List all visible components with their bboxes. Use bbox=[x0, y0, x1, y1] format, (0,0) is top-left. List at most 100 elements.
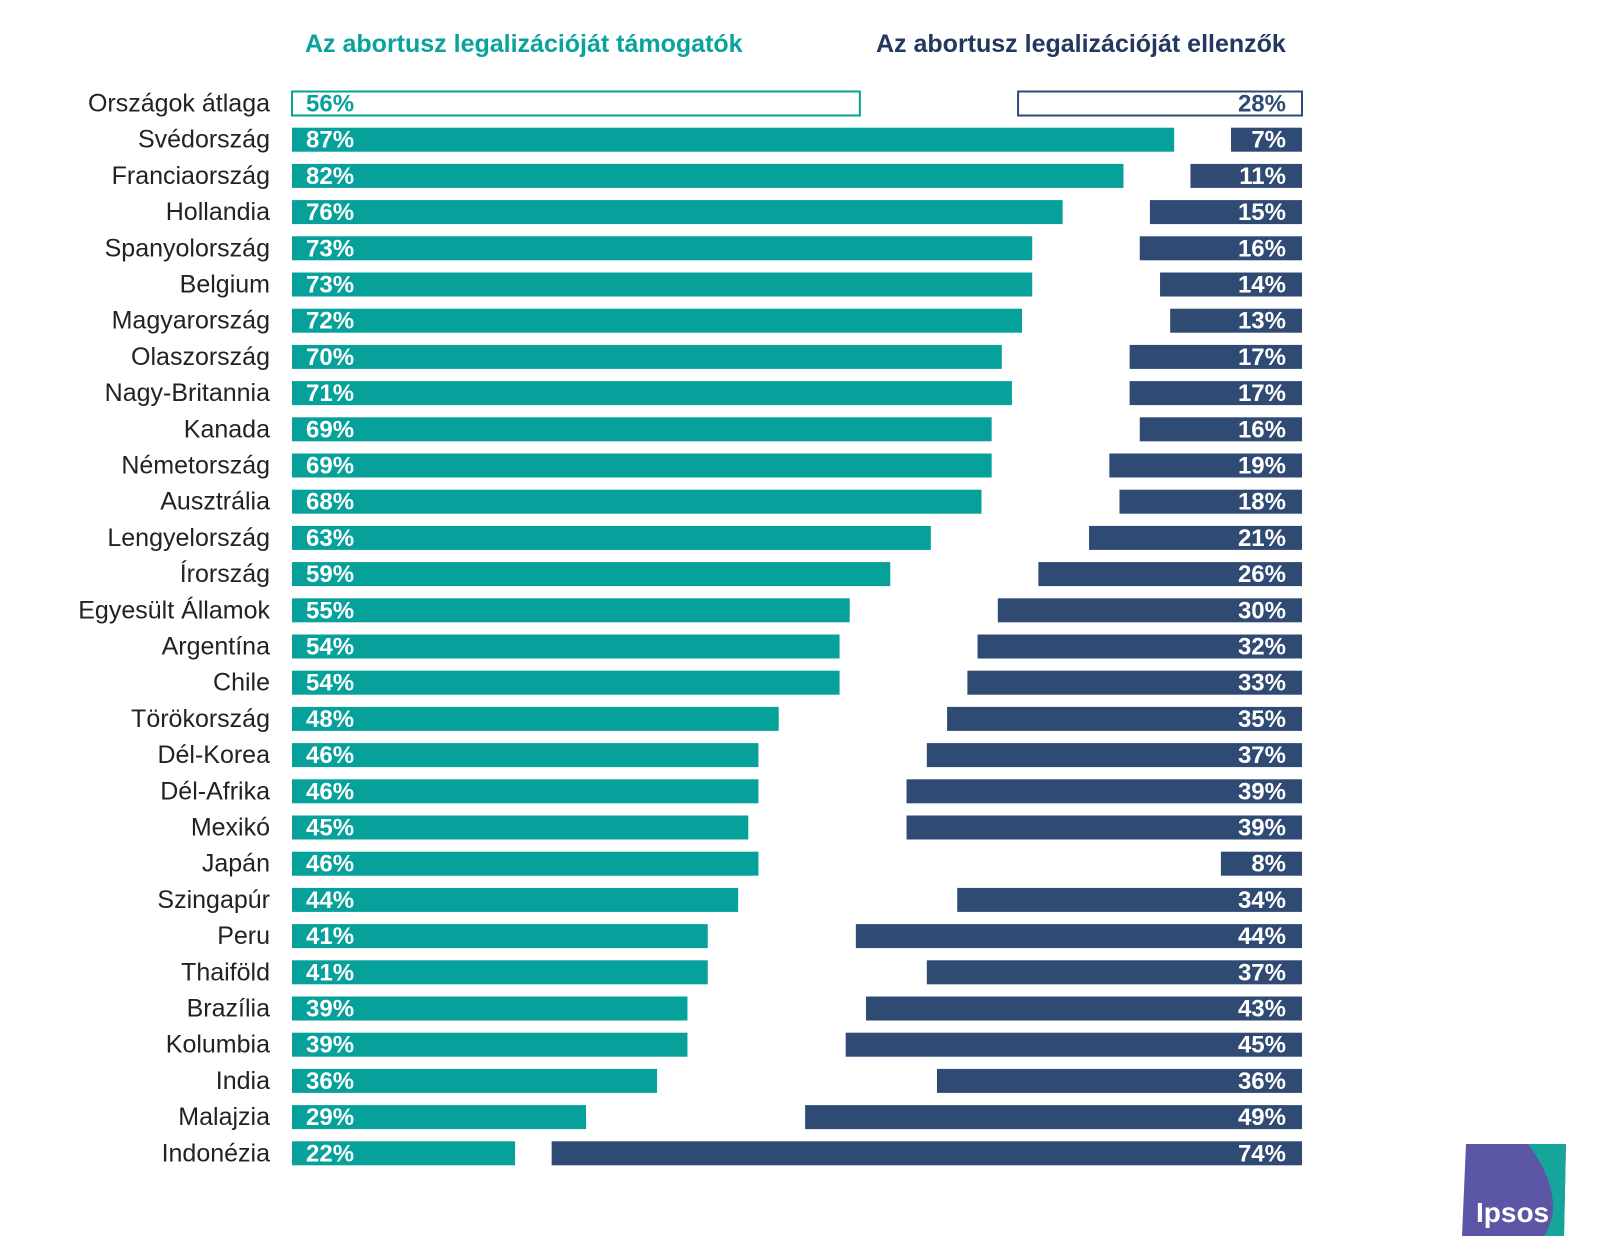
support-value-label: 56% bbox=[306, 91, 354, 118]
oppose-value-label: 39% bbox=[1238, 778, 1286, 805]
support-value-label: 69% bbox=[306, 453, 354, 480]
oppose-bar bbox=[1231, 127, 1302, 152]
country-label: Magyarország bbox=[112, 307, 270, 335]
support-value-label: 46% bbox=[306, 778, 354, 805]
oppose-value-label: 39% bbox=[1238, 815, 1286, 842]
support-bar bbox=[292, 706, 779, 731]
oppose-bar bbox=[1017, 90, 1304, 117]
oppose-bar bbox=[947, 706, 1302, 731]
country-label: Németország bbox=[121, 452, 270, 480]
oppose-bar bbox=[926, 743, 1302, 768]
country-label: Brazília bbox=[187, 995, 270, 1023]
support-bar bbox=[292, 308, 1023, 333]
support-value-label: 39% bbox=[306, 1032, 354, 1059]
support-bar bbox=[292, 924, 708, 949]
support-bar bbox=[292, 996, 688, 1021]
oppose-bar bbox=[1170, 308, 1302, 333]
logo-text: Ipsos bbox=[1476, 1197, 1549, 1228]
oppose-value-label: 49% bbox=[1238, 1104, 1286, 1131]
oppose-bar bbox=[1149, 200, 1302, 225]
support-bar bbox=[292, 743, 759, 768]
oppose-value-label: 14% bbox=[1238, 272, 1286, 299]
country-label: Kanada bbox=[184, 415, 270, 443]
country-label: Spanyolország bbox=[105, 234, 270, 262]
support-bar bbox=[292, 779, 759, 804]
oppose-bar bbox=[805, 1105, 1302, 1130]
support-bar bbox=[292, 1068, 658, 1093]
oppose-value-label: 30% bbox=[1238, 597, 1286, 624]
ipsos-logo: Ipsos bbox=[1462, 1144, 1566, 1236]
oppose-bar bbox=[1119, 489, 1302, 514]
oppose-value-label: 21% bbox=[1238, 525, 1286, 552]
support-bar bbox=[292, 525, 931, 550]
support-bar bbox=[292, 163, 1124, 188]
support-bar bbox=[292, 381, 1012, 406]
support-value-label: 54% bbox=[306, 634, 354, 661]
country-label: Hollandia bbox=[166, 198, 270, 226]
country-label: Mexikó bbox=[191, 814, 270, 842]
oppose-bar bbox=[926, 960, 1302, 985]
support-bar bbox=[292, 960, 708, 985]
oppose-bar bbox=[1129, 381, 1302, 406]
support-value-label: 44% bbox=[306, 887, 354, 914]
support-bar bbox=[292, 634, 840, 659]
oppose-bar bbox=[551, 1141, 1302, 1166]
support-value-label: 71% bbox=[306, 380, 354, 407]
support-value-label: 48% bbox=[306, 706, 354, 733]
country-label: Lengyelország bbox=[107, 524, 270, 552]
oppose-bar bbox=[845, 1032, 1302, 1057]
country-label: Svédország bbox=[138, 126, 270, 154]
oppose-value-label: 17% bbox=[1238, 380, 1286, 407]
oppose-bar bbox=[906, 779, 1302, 804]
support-value-label: 54% bbox=[306, 670, 354, 697]
support-bar bbox=[292, 815, 749, 840]
oppose-bar bbox=[1109, 453, 1302, 478]
support-bar bbox=[292, 1141, 516, 1166]
oppose-value-label: 7% bbox=[1251, 127, 1286, 154]
support-value-label: 72% bbox=[306, 308, 354, 335]
country-label: Chile bbox=[213, 669, 270, 697]
support-value-label: 22% bbox=[306, 1140, 354, 1167]
support-value-label: 87% bbox=[306, 127, 354, 154]
country-label: India bbox=[216, 1067, 270, 1095]
support-bar bbox=[292, 127, 1175, 152]
support-bar bbox=[292, 417, 992, 442]
country-label: Írország bbox=[180, 559, 270, 588]
support-bar bbox=[292, 1105, 587, 1130]
oppose-value-label: 74% bbox=[1238, 1140, 1286, 1167]
country-label: Országok átlaga bbox=[88, 90, 270, 118]
support-value-label: 55% bbox=[306, 597, 354, 624]
country-label: Thaiföld bbox=[181, 958, 270, 986]
country-label: Egyesült Államok bbox=[78, 595, 270, 624]
oppose-value-label: 16% bbox=[1238, 235, 1286, 262]
oppose-value-label: 16% bbox=[1238, 416, 1286, 443]
country-label: Szingapúr bbox=[157, 886, 270, 914]
country-label: Franciaország bbox=[112, 162, 270, 190]
oppose-value-label: 44% bbox=[1238, 923, 1286, 950]
country-label: Indonézia bbox=[162, 1139, 271, 1167]
country-label: Kolumbia bbox=[166, 1031, 270, 1059]
support-value-label: 29% bbox=[306, 1104, 354, 1131]
country-label: Dél-Afrika bbox=[160, 777, 270, 805]
oppose-series-header: Az abortusz legalizációját ellenzők bbox=[876, 30, 1286, 58]
support-value-label: 82% bbox=[306, 163, 354, 190]
support-bar bbox=[292, 489, 982, 514]
support-bar bbox=[292, 344, 1002, 369]
oppose-bar bbox=[967, 670, 1302, 695]
support-bar bbox=[292, 851, 759, 876]
country-label: Belgium bbox=[180, 271, 270, 299]
support-bar bbox=[292, 887, 739, 912]
support-value-label: 73% bbox=[306, 272, 354, 299]
oppose-value-label: 32% bbox=[1238, 634, 1286, 661]
oppose-value-label: 11% bbox=[1239, 163, 1286, 190]
oppose-value-label: 34% bbox=[1238, 887, 1286, 914]
oppose-bar bbox=[1089, 525, 1302, 550]
support-value-label: 63% bbox=[306, 525, 354, 552]
support-value-label: 46% bbox=[306, 742, 354, 769]
oppose-bar bbox=[1139, 236, 1302, 261]
oppose-value-label: 36% bbox=[1238, 1068, 1286, 1095]
support-bar bbox=[292, 598, 850, 623]
oppose-bar bbox=[1220, 851, 1302, 876]
oppose-bar bbox=[977, 634, 1302, 659]
support-value-label: 59% bbox=[306, 561, 354, 588]
